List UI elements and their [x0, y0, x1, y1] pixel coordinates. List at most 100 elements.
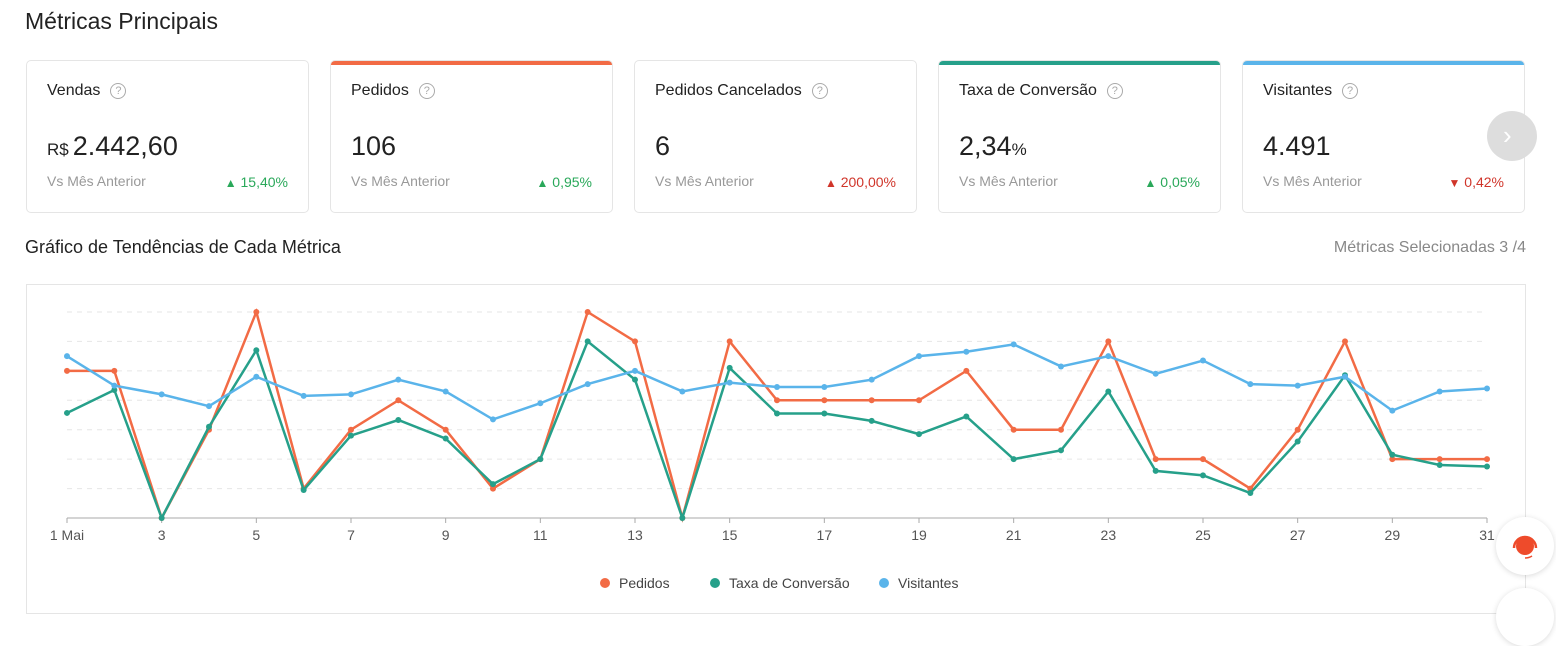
card-comparison-label: Vs Mês Anterior: [655, 173, 754, 189]
data-point: [1436, 456, 1443, 463]
data-point: [348, 391, 354, 398]
data-point: [1436, 462, 1443, 469]
card-change: 200,00%: [840, 174, 896, 190]
data-point: [1294, 426, 1301, 433]
metric-card-pedidos-cancelados[interactable]: Pedidos Cancelados? 6 Vs Mês Anterior ▲ …: [634, 60, 917, 213]
data-point: [1105, 353, 1112, 360]
data-point: [1152, 467, 1159, 474]
data-point: [1389, 451, 1396, 458]
data-point: [868, 397, 875, 404]
data-point: [395, 417, 402, 424]
metric-card-taxa-de-conversão[interactable]: Taxa de Conversão? 2,34% Vs Mês Anterior…: [938, 60, 1221, 213]
data-point: [963, 348, 970, 355]
triangle-up-icon: ▲: [536, 176, 549, 190]
card-title: Pedidos Cancelados: [655, 82, 802, 99]
data-point: [584, 309, 591, 315]
card-change: 0,95%: [552, 174, 592, 190]
next-cards-button[interactable]: ›: [1487, 111, 1537, 161]
data-point: [632, 376, 638, 383]
legend-label: Visitantes: [898, 575, 958, 591]
legend-marker: [600, 578, 610, 588]
data-point: [1200, 357, 1206, 364]
metric-card-visitantes[interactable]: Visitantes? 4.491 Vs Mês Anterior ▼ 0,42…: [1242, 60, 1525, 213]
card-value: 2,34: [959, 131, 1012, 161]
data-point: [868, 376, 875, 383]
data-point: [111, 367, 118, 374]
data-point: [1247, 489, 1254, 496]
triangle-up-icon: ▲: [824, 176, 837, 190]
help-icon[interactable]: ?: [1106, 83, 1123, 99]
series-line-visitantes: [66, 343, 1488, 421]
data-point: [774, 397, 780, 404]
card-title: Taxa de Conversão: [959, 82, 1097, 99]
data-point: [111, 382, 118, 389]
card-comparison-label: Vs Mês Anterior: [47, 173, 146, 189]
data-point: [774, 384, 780, 391]
data-point: [1010, 426, 1017, 433]
x-tick-label: 27: [1290, 527, 1306, 543]
data-point: [726, 379, 733, 386]
data-point: [64, 353, 70, 360]
trend-chart: 1 Mai 3 5 7 9 11 13 15 17 19 21 23 25 27 29 31 Pedidos Ta…: [26, 284, 1526, 614]
metric-card-vendas[interactable]: Vendas? R$ 2.442,60 Vs Mês Anterior ▲ 15,…: [26, 60, 309, 213]
data-point: [1294, 382, 1301, 389]
metric-card-pedidos[interactable]: Pedidos? 106 Vs Mês Anterior ▲ 0,95%: [330, 60, 613, 213]
data-point: [1152, 370, 1159, 377]
data-point: [679, 388, 686, 395]
data-point: [1389, 456, 1396, 463]
help-icon[interactable]: ?: [418, 83, 435, 99]
data-point: [111, 386, 118, 393]
x-tick-label: 29: [1385, 527, 1401, 543]
data-point: [1200, 456, 1206, 463]
data-point: [584, 381, 591, 388]
data-point: [253, 373, 260, 380]
data-point: [1105, 338, 1112, 345]
headset-icon: [1512, 535, 1538, 559]
data-point: [158, 515, 165, 521]
data-point: [1436, 388, 1443, 395]
secondary-float-button[interactable]: [1496, 588, 1554, 646]
data-point: [916, 397, 922, 404]
data-point: [1247, 381, 1254, 388]
x-tick-label: 9: [442, 527, 450, 543]
data-point: [963, 367, 970, 374]
data-point: [1342, 338, 1348, 345]
data-point: [916, 353, 922, 360]
data-point: [300, 487, 307, 494]
x-tick-label: 15: [722, 527, 738, 543]
data-point: [442, 426, 449, 433]
card-value: 2.442,60: [72, 131, 178, 161]
data-point: [490, 416, 496, 423]
data-point: [395, 397, 402, 404]
support-button[interactable]: [1496, 517, 1554, 575]
card-title: Visitantes: [1263, 82, 1333, 99]
x-tick-label: 21: [1006, 527, 1022, 543]
card-comparison-label: Vs Mês Anterior: [1263, 173, 1362, 189]
data-point: [1389, 407, 1396, 414]
card-accent-bar: [331, 61, 612, 65]
data-point: [821, 410, 828, 417]
card-value: 106: [351, 131, 397, 161]
card-change: 0,42%: [1464, 174, 1504, 190]
triangle-up-icon: ▲: [224, 176, 237, 190]
data-point: [1105, 388, 1112, 395]
data-point: [963, 413, 970, 420]
data-point: [916, 431, 922, 438]
data-point: [490, 481, 496, 488]
x-tick-label: 23: [1101, 527, 1117, 543]
selected-metrics-link[interactable]: Métricas Selecionadas 3 /4: [1333, 239, 1526, 256]
data-point: [537, 456, 544, 463]
data-point: [348, 432, 354, 439]
data-point: [1010, 341, 1017, 348]
legend-marker: [879, 578, 889, 588]
help-icon[interactable]: ?: [811, 83, 828, 99]
data-point: [442, 388, 449, 395]
card-title: Vendas: [47, 82, 101, 99]
data-point: [1058, 363, 1064, 370]
help-icon[interactable]: ?: [110, 83, 127, 99]
data-point: [1294, 438, 1301, 445]
data-point: [253, 309, 260, 315]
help-icon[interactable]: ?: [1342, 83, 1359, 99]
x-tick-label: 17: [817, 527, 833, 543]
card-comparison-label: Vs Mês Anterior: [959, 173, 1058, 189]
